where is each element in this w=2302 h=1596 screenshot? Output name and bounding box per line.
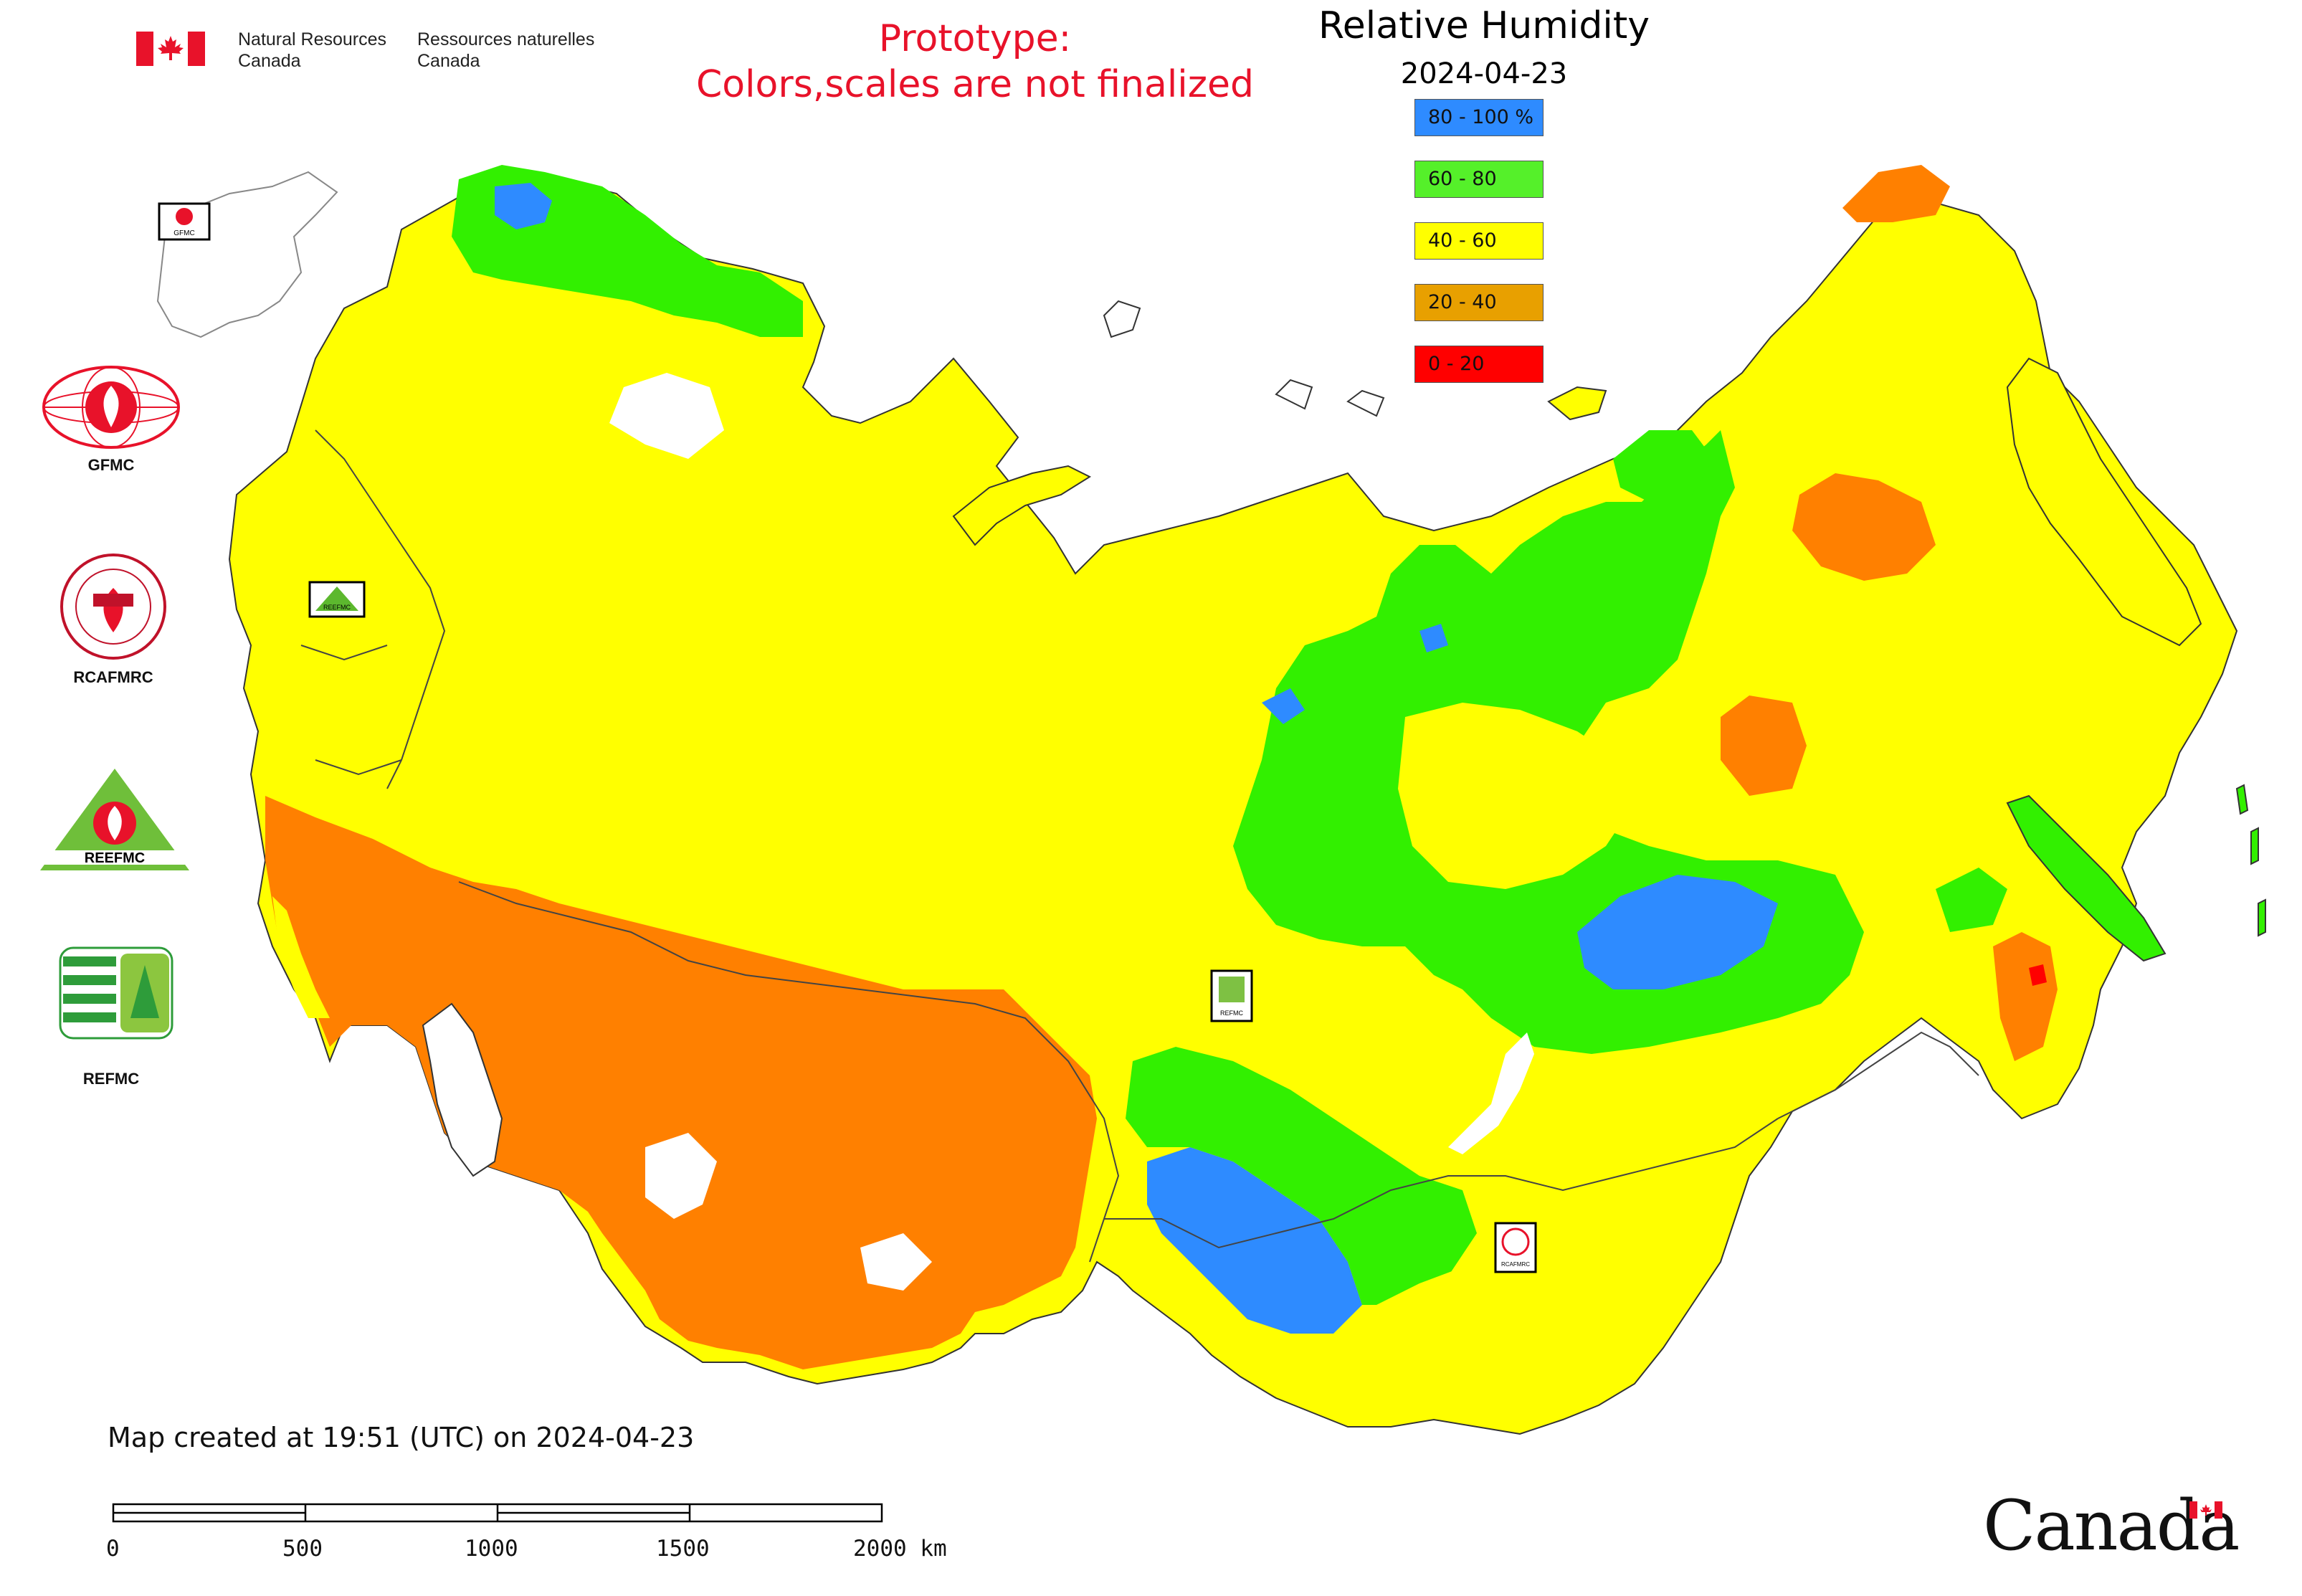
legend-label: 20 - 40 [1428, 291, 1497, 313]
siberia-very-humid-north [1262, 624, 1448, 724]
marker-refmc-label: REFMC [1220, 1010, 1243, 1017]
legend-item-40-60: 40 - 60 [1414, 222, 1544, 260]
legend-label: 80 - 100 % [1428, 106, 1534, 128]
svg-text:REEFMC: REEFMC [85, 850, 145, 866]
map-title: Relative Humidity [1318, 4, 1650, 47]
central-asia-dry-zone [265, 796, 1097, 1369]
novaya-zemlya [952, 465, 1092, 546]
marker-reefmc-label: REEFMC [323, 604, 351, 611]
border-mongolia-russia [1104, 1118, 1779, 1249]
scale-bar [112, 1503, 883, 1523]
altai-humid [1126, 1047, 1477, 1305]
prototype-line2: Colors,scales are not finalized [695, 63, 1255, 106]
far-east-dry-1 [1792, 473, 1936, 581]
rcafmrc-logo-icon[interactable] [59, 552, 168, 661]
refmc-logo-icon[interactable] [59, 946, 173, 1040]
agency-fr-line2: Canada [417, 51, 480, 71]
canada-wordmark-flag-icon [2189, 1501, 2222, 1519]
legend-item-60-80: 60 - 80 [1414, 161, 1544, 198]
rcafmrc-caption: RCAFMRC [73, 668, 153, 686]
caspian-sea [422, 1002, 503, 1177]
legend-label: 40 - 60 [1428, 229, 1497, 252]
amur-dry [1993, 932, 2058, 1061]
marker-rcafmrc-label: RCAFMRC [1501, 1261, 1530, 1268]
map-date: 2024-04-23 [1400, 57, 1568, 90]
marker-gfmc[interactable]: GFMC [158, 202, 211, 241]
aral-area [645, 1133, 932, 1291]
agency-fr-line1: Ressources naturelles [417, 29, 595, 49]
scale-label-1500: 1500 [656, 1536, 710, 1562]
altai-very-humid [1147, 1147, 1362, 1334]
map-created-timestamp: Map created at 19:51 (UTC) on 2024-04-23 [108, 1422, 695, 1453]
legend-item-20-40: 20 - 40 [1414, 284, 1544, 321]
scale-label-0: 0 [106, 1536, 120, 1562]
scandinavia-outline [156, 171, 338, 338]
marker-rcafmrc[interactable]: RCAFMRC [1494, 1222, 1537, 1273]
agency-en-line1: Natural Resources [238, 29, 387, 49]
siberia-yellow-core [1398, 703, 1635, 889]
border-kazakhstan-russia [458, 881, 1120, 1263]
mongolia-yellow [1362, 1248, 1649, 1405]
border-europe [300, 429, 446, 789]
marker-reefmc[interactable]: REEFMC [308, 581, 366, 618]
reefmc-logo-icon[interactable]: REEFMC [37, 766, 192, 873]
legend-item-80-100: 80 - 100 % [1414, 99, 1544, 136]
novosibirsk-islands [1547, 386, 1607, 421]
far-east-humid [1613, 430, 2007, 932]
canada-flag-icon [136, 32, 205, 66]
sakhalin [2006, 794, 2167, 962]
prototype-line1: Prototype: [878, 17, 1072, 60]
marker-gfmc-label: GFMC [173, 229, 194, 237]
canada-wordmark: Canada [1983, 1486, 2240, 1566]
chukotka-dry [1842, 165, 1950, 222]
border-china-russia [1777, 1031, 1979, 1119]
caucasus-yellow [272, 896, 330, 1018]
refmc-caption: REFMC [82, 1070, 140, 1088]
scale-label-2000-km: 2000 km [853, 1536, 947, 1562]
agency-name-en: Natural Resources Canada [238, 29, 386, 72]
kamchatka [2006, 357, 2202, 647]
agency-en-line2: Canada [238, 51, 301, 71]
arctic-islands-outline [1103, 300, 1385, 417]
far-east-dry-2 [1721, 695, 1807, 796]
gfmc-logo-icon[interactable] [42, 364, 181, 450]
baikal-very-humid [1577, 875, 1778, 989]
legend-label: 0 - 20 [1428, 353, 1485, 375]
marker-refmc[interactable]: REFMC [1210, 969, 1253, 1022]
gfmc-caption: GFMC [87, 456, 135, 474]
agency-name-fr: Ressources naturelles Canada [417, 29, 594, 72]
legend-label: 60 - 80 [1428, 168, 1497, 190]
kuril-islands [2235, 784, 2266, 937]
kola-very-humid [495, 183, 552, 229]
scale-label-500: 500 [282, 1536, 323, 1562]
scale-label-1000: 1000 [465, 1536, 518, 1562]
prototype-notice: Prototype: Colors,scales are not finaliz… [645, 16, 1305, 108]
amur-very-dry [2029, 964, 2047, 986]
white-sea [609, 373, 724, 459]
lake-baikal [1448, 1032, 1534, 1154]
legend-item-0-20: 0 - 20 [1414, 346, 1544, 383]
